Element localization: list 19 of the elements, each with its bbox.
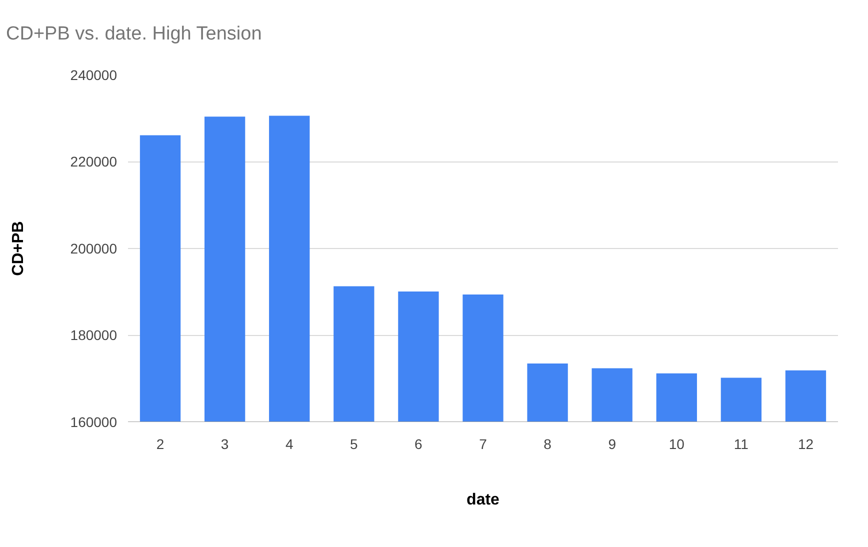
x-axis-title: date [466, 492, 500, 509]
x-tick-label: 2 [156, 436, 164, 452]
chart-title: CD+PB vs. date. High Tension [6, 24, 262, 45]
y-tick-label: 160000 [70, 414, 118, 430]
x-tick-label: 11 [734, 436, 749, 452]
x-tick-label: 9 [608, 436, 616, 452]
y-tick-label: 180000 [70, 327, 118, 344]
x-tick-label: 5 [350, 436, 358, 452]
y-tick-label: 200000 [70, 240, 118, 256]
y-axis-title: CD+PB [10, 221, 28, 276]
x-tick-label: 10 [668, 436, 685, 452]
x-tick-label: 12 [798, 436, 814, 452]
x-tick-label: 3 [220, 436, 229, 452]
x-tick-label: 8 [544, 436, 552, 452]
y-tick-label: 240000 [70, 66, 118, 83]
x-tick-label: 6 [414, 436, 423, 452]
x-tick-label: 7 [479, 436, 488, 452]
x-tick-label: 4 [285, 436, 294, 452]
y-tick-label: 220000 [70, 154, 118, 170]
